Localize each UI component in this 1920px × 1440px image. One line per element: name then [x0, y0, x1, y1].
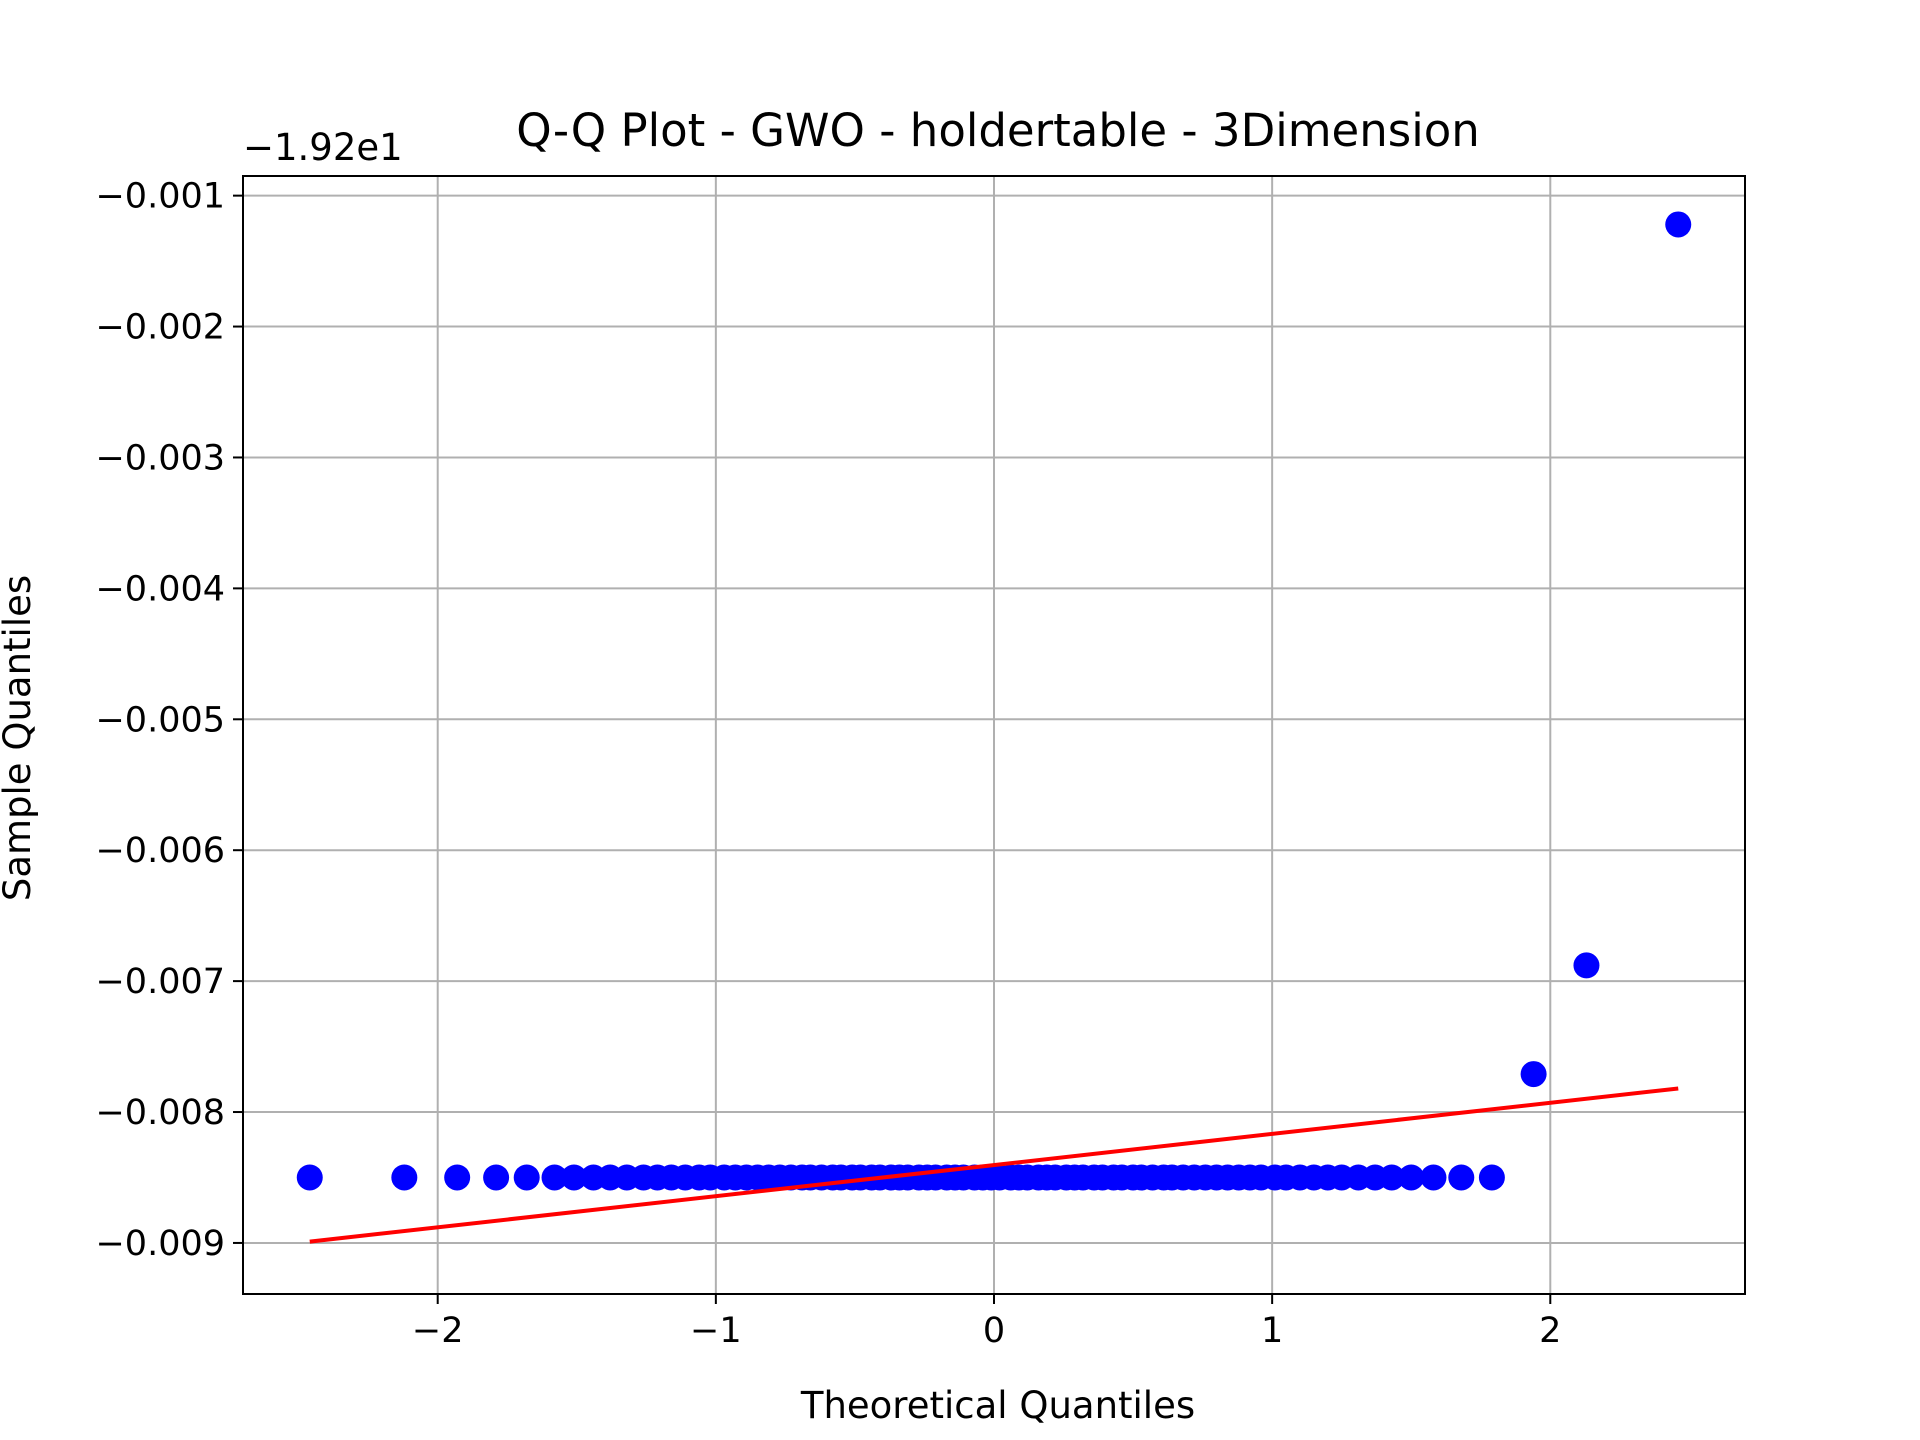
- y-tick-label: −0.002: [95, 308, 225, 348]
- y-offset-label: −1.92e1: [243, 126, 403, 169]
- axis-ticks: −2 −1 0 1 2 −0.001 −0.002 −0.003 −0.004 −0.005 −0.…: [95, 177, 1561, 1351]
- y-tick-label: −0.004: [95, 569, 225, 609]
- y-axis-label: Sample Quantiles: [0, 575, 39, 901]
- data-point: [1420, 1164, 1447, 1191]
- chart-title: Q-Q Plot - GWO - holdertable - 3Dimensio…: [516, 104, 1480, 157]
- data-point: [1478, 1164, 1505, 1191]
- x-tick-label: 1: [1261, 1311, 1283, 1351]
- grid-lines: [243, 176, 1745, 1294]
- data-point: [1398, 1164, 1425, 1191]
- data-point: [483, 1164, 510, 1191]
- data-point: [444, 1164, 471, 1191]
- data-point: [1520, 1061, 1547, 1088]
- y-tick-label: −0.008: [95, 1093, 225, 1133]
- data-point: [391, 1164, 418, 1191]
- data-point: [1378, 1164, 1405, 1191]
- data-point: [560, 1164, 587, 1191]
- data-point: [1448, 1164, 1475, 1191]
- data-point: [296, 1164, 323, 1191]
- y-tick-label: −0.005: [95, 700, 225, 740]
- y-tick-label: −0.003: [95, 438, 225, 478]
- data-point: [541, 1164, 568, 1191]
- reference-line: [309, 1086, 1679, 1244]
- x-tick-label: 0: [983, 1311, 1005, 1351]
- x-tick-label: 2: [1539, 1311, 1561, 1351]
- data-point: [1665, 211, 1692, 238]
- fit-line: [309, 1086, 1679, 1244]
- y-tick-label: −0.001: [95, 177, 225, 217]
- x-tick-label: −2: [412, 1311, 464, 1351]
- x-tick-label: −1: [690, 1311, 742, 1351]
- data-point: [513, 1164, 540, 1191]
- x-axis-label: Theoretical Quantiles: [800, 1384, 1195, 1427]
- y-tick-label: −0.009: [95, 1224, 225, 1264]
- data-point: [1573, 952, 1600, 979]
- y-tick-label: −0.006: [95, 831, 225, 871]
- plot-frame: [242, 175, 1746, 1295]
- y-tick-label: −0.007: [95, 962, 225, 1002]
